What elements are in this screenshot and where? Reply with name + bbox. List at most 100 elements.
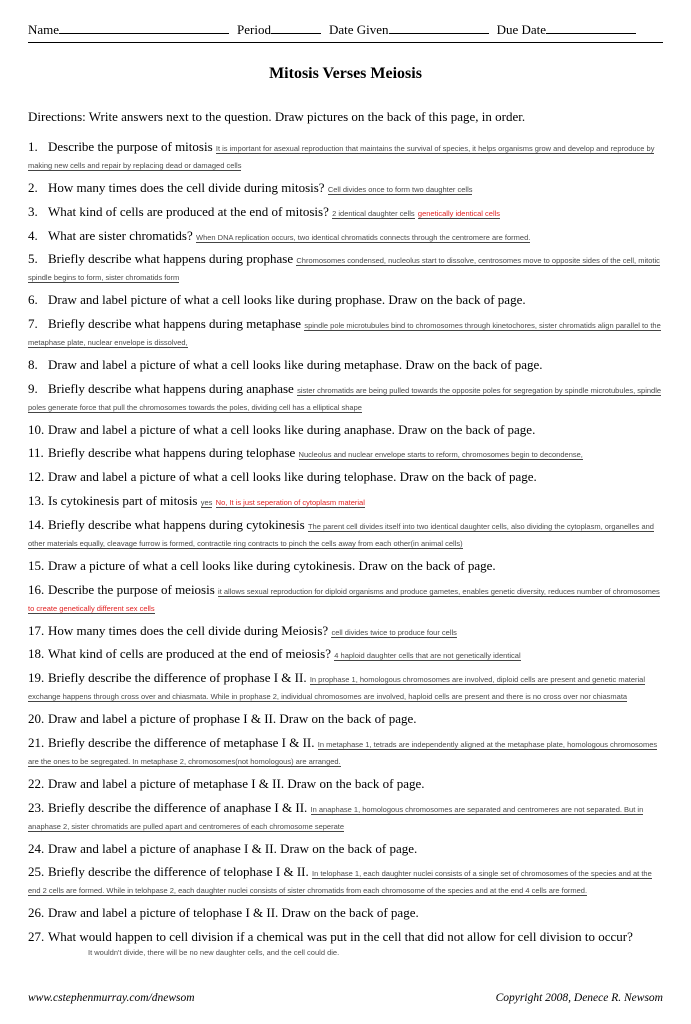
answer-red-text: genetically identical cells <box>418 209 500 219</box>
question-text: Draw and label picture of what a cell lo… <box>48 292 526 307</box>
question-row: 21.Briefly describe the difference of me… <box>28 735 663 769</box>
question-row: 2.How many times does the cell divide du… <box>28 180 663 197</box>
question-number: 3. <box>28 204 48 221</box>
question-text: Briefly describe what happens during tel… <box>48 445 299 460</box>
question-text: Briefly describe the difference of anaph… <box>48 800 311 815</box>
question-text: Briefly describe what happens during met… <box>48 316 304 331</box>
question-row: 24.Draw and label a picture of anaphase … <box>28 841 663 858</box>
question-number: 22. <box>28 776 48 793</box>
question-number: 18. <box>28 646 48 663</box>
question-number: 5. <box>28 251 48 268</box>
question-row: 17.How many times does the cell divide d… <box>28 623 663 640</box>
question-row: 15.Draw a picture of what a cell looks l… <box>28 558 663 575</box>
question-text: Briefly describe what happens during cyt… <box>48 517 308 532</box>
question-row: 22.Draw and label a picture of metaphase… <box>28 776 663 793</box>
question-row: 27.What would happen to cell division if… <box>28 929 663 958</box>
answer-text: it allows sexual reproduction for diploi… <box>218 587 660 597</box>
page-title: Mitosis Verses Meiosis <box>28 65 663 83</box>
question-text: Briefly describe what happens during pro… <box>48 251 296 266</box>
question-text: Draw and label a picture of telophase I … <box>48 905 419 920</box>
question-row: 26.Draw and label a picture of telophase… <box>28 905 663 922</box>
question-number: 7. <box>28 316 48 333</box>
answer-text: When DNA replication occurs, two identic… <box>196 233 530 243</box>
question-text: What are sister chromatids? <box>48 228 196 243</box>
question-row: 11.Briefly describe what happens during … <box>28 445 663 462</box>
question-row: 12.Draw and label a picture of what a ce… <box>28 469 663 486</box>
answer-text: Nucleolus and nuclear envelope starts to… <box>299 450 583 460</box>
answer-sub-text: It wouldn't divide, there will be no new… <box>88 948 663 958</box>
question-number: 20. <box>28 711 48 728</box>
question-row: 9.Briefly describe what happens during a… <box>28 381 663 415</box>
question-number: 9. <box>28 381 48 398</box>
question-number: 27. <box>28 929 48 946</box>
header-fields: Name Period Date Given Due Date <box>28 20 663 38</box>
question-list: 1.Describe the purpose of mitosis It is … <box>28 139 663 958</box>
question-text: Briefly describe the difference of proph… <box>48 670 310 685</box>
question-text: What kind of cells are produced at the e… <box>48 646 334 661</box>
answer-text: Cell divides once to form two daughter c… <box>328 185 473 195</box>
question-number: 1. <box>28 139 48 156</box>
question-number: 15. <box>28 558 48 575</box>
question-number: 6. <box>28 292 48 309</box>
question-text: Describe the purpose of meiosis <box>48 582 218 597</box>
due-date-blank[interactable] <box>546 20 636 34</box>
question-text: How many times does the cell divide duri… <box>48 180 328 195</box>
question-text: What would happen to cell division if a … <box>48 929 633 944</box>
question-number: 23. <box>28 800 48 817</box>
question-number: 21. <box>28 735 48 752</box>
date-given-blank[interactable] <box>389 20 489 34</box>
question-row: 25.Briefly describe the difference of te… <box>28 864 663 898</box>
question-number: 2. <box>28 180 48 197</box>
question-number: 11. <box>28 445 48 462</box>
question-text: Briefly describe what happens during ana… <box>48 381 297 396</box>
worksheet-page: Name Period Date Given Due Date Mitosis … <box>0 0 691 1024</box>
question-text: Draw and label a picture of what a cell … <box>48 357 543 372</box>
answer-text: 4 haploid daughter cells that are not ge… <box>334 651 520 661</box>
question-number: 17. <box>28 623 48 640</box>
question-row: 20.Draw and label a picture of prophase … <box>28 711 663 728</box>
question-row: 14.Briefly describe what happens during … <box>28 517 663 551</box>
question-row: 16.Describe the purpose of meiosis it al… <box>28 582 663 616</box>
answer-red-text: No, It is just seperation of cytoplasm m… <box>216 498 365 508</box>
question-text: What kind of cells are produced at the e… <box>48 204 332 219</box>
question-number: 24. <box>28 841 48 858</box>
question-row: 1.Describe the purpose of mitosis It is … <box>28 139 663 173</box>
question-row: 5.Briefly describe what happens during p… <box>28 251 663 285</box>
question-text: Briefly describe the difference of metap… <box>48 735 318 750</box>
question-number: 26. <box>28 905 48 922</box>
period-label: Period <box>237 22 271 38</box>
question-row: 19.Briefly describe the difference of pr… <box>28 670 663 704</box>
question-text: Draw and label a picture of anaphase I &… <box>48 841 417 856</box>
question-text: Draw and label a picture of prophase I &… <box>48 711 417 726</box>
question-text: Is cytokinesis part of mitosis <box>48 493 201 508</box>
question-number: 14. <box>28 517 48 534</box>
question-number: 10. <box>28 422 48 439</box>
footer-copyright: Copyright 2008, Denece R. Newsom <box>496 992 663 1004</box>
question-text: Briefly describe the difference of telop… <box>48 864 312 879</box>
footer-url: www.cstephenmurray.com/dnewsom <box>28 992 195 1004</box>
question-number: 25. <box>28 864 48 881</box>
question-row: 4.What are sister chromatids? When DNA r… <box>28 228 663 245</box>
question-text: Describe the purpose of mitosis <box>48 139 216 154</box>
question-row: 10.Draw and label a picture of what a ce… <box>28 422 663 439</box>
question-row: 7.Briefly describe what happens during m… <box>28 316 663 350</box>
answer-text: cell divides twice to produce four cells <box>331 628 456 638</box>
question-row: 6.Draw and label picture of what a cell … <box>28 292 663 309</box>
question-number: 19. <box>28 670 48 687</box>
question-row: 13.Is cytokinesis part of mitosis yes No… <box>28 493 663 510</box>
question-number: 8. <box>28 357 48 374</box>
header-rule <box>28 42 663 43</box>
question-number: 13. <box>28 493 48 510</box>
answer-text: yes <box>201 498 213 508</box>
question-row: 18.What kind of cells are produced at th… <box>28 646 663 663</box>
period-blank[interactable] <box>271 20 321 34</box>
question-row: 23.Briefly describe the difference of an… <box>28 800 663 834</box>
answer-text: 2 identical daughter cells <box>332 209 415 219</box>
question-text: How many times does the cell divide duri… <box>48 623 331 638</box>
question-row: 8.Draw and label a picture of what a cel… <box>28 357 663 374</box>
name-blank[interactable] <box>59 20 229 34</box>
answer-red-text: to create genetically different sex cell… <box>28 604 155 614</box>
question-number: 16. <box>28 582 48 599</box>
footer: www.cstephenmurray.com/dnewsom Copyright… <box>28 992 663 1004</box>
directions-text: Directions: Write answers next to the qu… <box>28 109 663 125</box>
